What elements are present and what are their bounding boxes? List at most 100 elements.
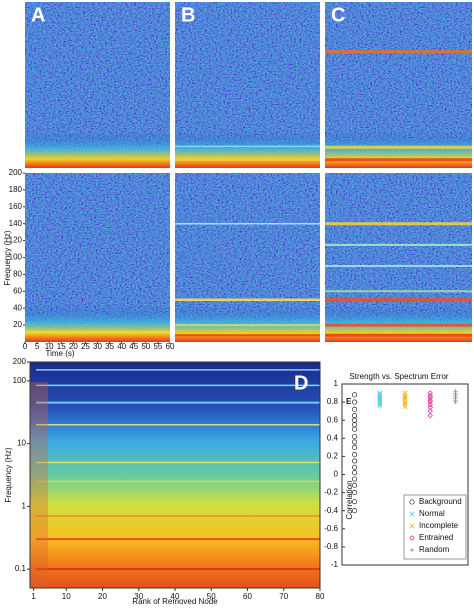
point [352,399,358,405]
y-tick-label: 0.4 [327,433,339,442]
y-tick-label: 120 [9,236,23,245]
x-tick-label: 35 [105,342,114,351]
low-band [175,306,320,342]
point [352,476,358,482]
point [352,482,358,488]
legend-label: Incomplete [419,521,459,530]
x-tick-label: 80 [316,592,325,601]
panel-label: A [31,4,45,26]
panel-label: E [346,397,352,406]
low-band [325,132,472,168]
y-tick-label: 80 [13,270,22,279]
y-tick-label: 100 [9,253,23,262]
x-tick-label: 1 [31,592,36,601]
legend-label: Normal [419,509,445,518]
x-tick-label: 30 [93,342,102,351]
point [352,508,358,514]
x-tick-label: 40 [117,342,126,351]
legend-marker [409,499,415,505]
y-tick-label: 40 [13,303,22,312]
point [377,397,383,403]
point [352,392,358,398]
point [377,399,383,405]
x-tick-label: 25 [81,342,90,351]
low-band [175,132,320,168]
point [377,394,383,400]
x-axis-label: Rank of Removed Node [132,597,218,606]
x-tick-label: 0 [23,342,28,351]
x-tick-label: 5 [35,342,40,351]
point [377,396,383,401]
point [377,401,383,407]
point [352,458,358,464]
panel-label: B [181,4,195,26]
y-tick-label: 20 [13,320,22,329]
y-tick-label: -0.8 [324,542,338,551]
x-tick-label: 50 [141,342,150,351]
y-tick-label: -0.6 [324,524,338,533]
x-tick-label: 20 [98,592,107,601]
y-tick-label: 60 [13,286,22,295]
y-tick-label: 1 [22,501,27,510]
y-axis-label: Correlation [345,480,354,519]
panel-label: C [331,4,345,26]
heatmap-bg [30,362,320,588]
point [377,392,383,398]
y-tick-label: 200 [13,357,27,366]
y-axis-label: Frequency (Hz) [4,447,13,502]
y-axis-label: Frequency (Hz) [3,230,12,285]
x-tick-label: 70 [279,592,288,601]
y-tick-label: 100 [13,376,27,385]
point [352,433,358,440]
legend [403,494,467,560]
x-tick-label: 10 [45,342,54,351]
y-tick-label: 1 [334,379,339,388]
point [402,393,408,399]
y-tick-label: 10 [17,439,26,448]
chart-title: Strength vs. Spectrum Error [349,372,448,381]
point [352,426,358,432]
y-tick-label: 0.2 [327,452,339,461]
x-tick-label: 15 [57,342,66,351]
x-tick-label: 50 [207,592,216,601]
y-tick-label: -0.4 [324,506,338,515]
x-axis-label: Time (s) [45,349,74,358]
legend-marker [409,535,415,541]
legend-label: Entrained [419,533,453,542]
y-tick-label: 0 [334,470,339,479]
y-tick-label: 0.6 [327,415,339,424]
panel-label: D [294,372,308,394]
point [352,490,358,496]
point [402,395,408,401]
legend-marker [409,511,415,517]
x-tick-label: 55 [153,342,162,351]
legend-label: Background [419,497,462,506]
x-tick-label: 45 [129,342,138,351]
legend-marker [409,547,415,553]
y-tick-label: 160 [9,202,23,211]
point [427,404,433,411]
x-tick-label: 10 [62,592,71,601]
legend-marker [409,523,415,529]
point [427,399,433,405]
low-band [25,306,170,342]
point [427,402,433,408]
x-tick-label: 20 [69,342,78,351]
x-tick-label: 30 [134,592,143,601]
x-tick-label: 60 [166,342,175,351]
y-tick-label: 200 [9,168,23,177]
y-tick-label: -1 [331,560,339,569]
point [352,470,358,476]
point [453,399,458,405]
point [402,404,408,410]
y-tick-label: 0.8 [327,397,339,406]
point [402,399,408,405]
point [352,406,358,412]
early-ranks [30,382,48,588]
y-tick-label: -0.2 [324,488,338,497]
point [377,390,383,396]
point [352,444,358,450]
point [427,412,433,419]
